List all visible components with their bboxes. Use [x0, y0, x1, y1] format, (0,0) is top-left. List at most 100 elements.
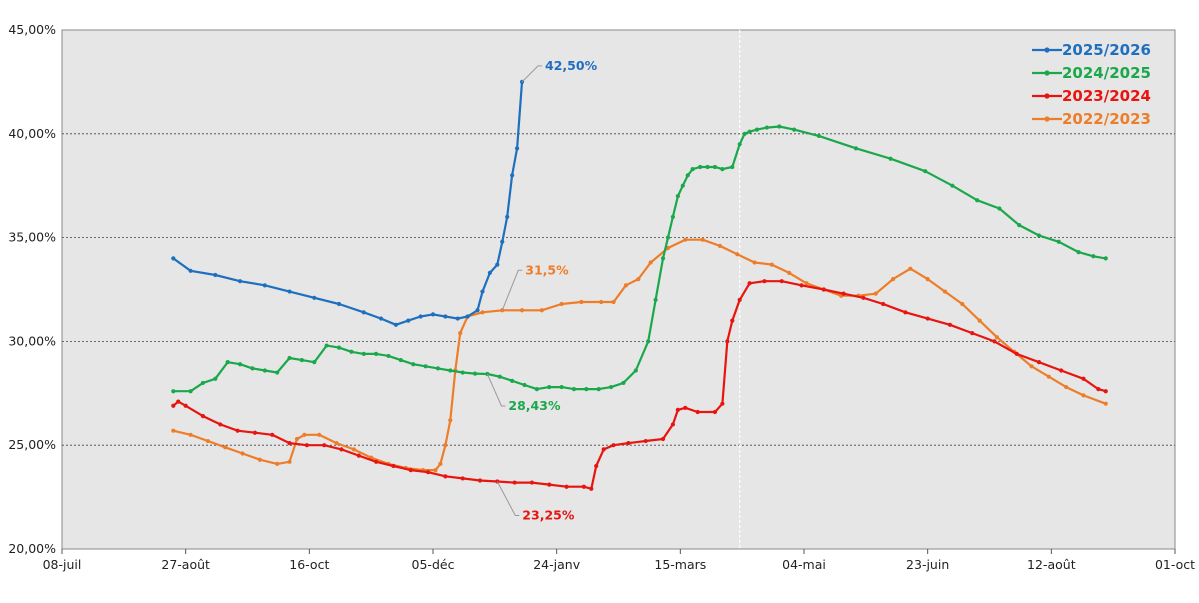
data-point	[188, 432, 193, 437]
annotation-label: 23,25%	[522, 508, 575, 523]
annotation-label: 42,50%	[545, 58, 598, 73]
data-point	[430, 312, 436, 317]
data-point	[425, 470, 431, 475]
data-point	[804, 281, 809, 286]
data-point	[455, 316, 460, 321]
annotations: 42,50% 28,43% 23,25% 31,5%	[486, 58, 598, 523]
data-point	[458, 330, 463, 336]
leader-line	[486, 373, 506, 407]
data-point	[200, 380, 206, 386]
data-point	[237, 279, 243, 284]
x-tick-label: 27-août	[161, 557, 210, 572]
y-tick-label: 45,00%	[8, 22, 56, 37]
data-point	[792, 127, 797, 132]
data-point	[737, 142, 742, 147]
y-tick-label: 35,00%	[8, 230, 56, 245]
data-point	[636, 277, 641, 282]
data-point	[275, 370, 280, 375]
data-point	[299, 357, 305, 363]
data-point	[611, 299, 616, 305]
data-point	[947, 322, 953, 327]
data-point	[349, 349, 354, 354]
data-point	[596, 387, 601, 392]
data-point	[495, 262, 500, 267]
data-point	[680, 183, 685, 188]
data-point	[497, 374, 502, 379]
data-point	[294, 436, 300, 442]
data-point	[747, 281, 752, 286]
data-point	[391, 463, 396, 469]
data-point	[539, 308, 544, 313]
data-point	[480, 310, 485, 315]
data-point	[1036, 360, 1042, 365]
data-point	[322, 443, 327, 448]
data-point	[188, 389, 193, 394]
data-point	[960, 301, 965, 307]
data-point	[1096, 387, 1101, 392]
data-point	[769, 262, 774, 267]
legend-entry: 2022/2023	[1062, 110, 1151, 128]
x-tick-label: 01-oct	[1155, 557, 1195, 572]
y-tick-label: 30,00%	[8, 333, 56, 348]
data-point	[547, 482, 552, 487]
data-point	[861, 295, 866, 300]
data-point	[665, 235, 671, 240]
data-point	[519, 308, 525, 313]
data-point	[633, 368, 638, 373]
data-point	[262, 283, 267, 288]
legend-entry: 2025/2026	[1062, 41, 1151, 59]
data-point	[660, 256, 666, 261]
data-point	[393, 322, 398, 327]
data-point	[841, 291, 846, 296]
data-point	[559, 384, 564, 390]
data-point	[386, 353, 391, 359]
series-line	[173, 125, 1106, 393]
data-point	[257, 457, 262, 462]
data-point	[460, 370, 465, 375]
data-point	[324, 343, 329, 348]
data-point	[336, 301, 342, 307]
data-point	[512, 480, 517, 485]
data-point	[510, 173, 515, 178]
data-point	[675, 407, 680, 413]
data-point	[443, 443, 448, 448]
data-point	[903, 310, 908, 315]
data-point	[564, 484, 569, 489]
x-tick-label: 16-oct	[289, 557, 329, 572]
data-point	[665, 245, 671, 251]
data-point	[717, 243, 723, 249]
data-point	[648, 260, 653, 265]
data-point	[643, 438, 648, 444]
data-point	[742, 131, 747, 136]
data-point	[683, 237, 688, 242]
data-point	[510, 378, 515, 383]
data-point	[675, 193, 680, 199]
data-point	[698, 164, 703, 170]
data-point	[992, 339, 997, 344]
data-point	[581, 484, 586, 489]
y-tick-label: 20,00%	[8, 541, 56, 556]
data-point	[235, 428, 240, 433]
data-point	[183, 403, 188, 408]
data-point	[1103, 401, 1108, 406]
data-point	[594, 463, 599, 469]
data-point	[685, 173, 690, 178]
legend-entry: 2024/2025	[1062, 64, 1151, 82]
data-point	[888, 156, 893, 161]
data-point	[994, 335, 1000, 340]
data-point	[683, 405, 688, 410]
data-point	[334, 441, 339, 446]
data-point	[356, 453, 361, 458]
data-point	[559, 301, 564, 307]
x-tick-label: 24-janv	[533, 557, 580, 572]
data-point	[1056, 239, 1061, 244]
leader-line	[501, 269, 523, 311]
data-point	[1103, 389, 1108, 394]
legend-marker	[1044, 93, 1050, 99]
data-point	[171, 403, 176, 408]
data-point	[712, 409, 718, 415]
x-tick-label: 08-juil	[43, 557, 82, 572]
y-tick-label: 25,00%	[8, 437, 56, 452]
data-point	[240, 451, 245, 456]
data-point	[762, 279, 767, 284]
